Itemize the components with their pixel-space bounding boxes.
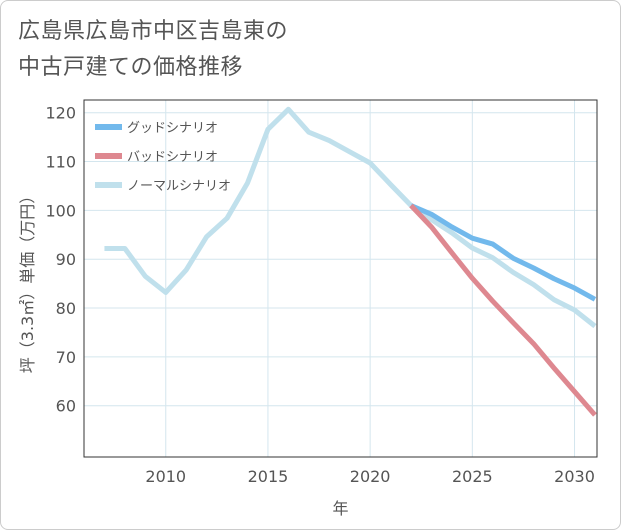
y-tick-label: 60 xyxy=(56,397,76,416)
chart-title: 広島県広島市中区吉島東の 中古戸建ての価格推移 xyxy=(18,14,288,86)
y-tick-label: 90 xyxy=(56,250,76,269)
y-tick-label: 80 xyxy=(56,299,76,318)
plot-frame xyxy=(83,99,598,458)
series-lines xyxy=(104,106,597,417)
series-line-normal-scenario xyxy=(104,106,597,329)
y-tick-labels: 60 70 80 90 100 110 120 xyxy=(45,104,76,416)
y-tick-label: 70 xyxy=(56,348,76,367)
series-line-bad-scenario xyxy=(409,203,597,417)
x-tick-label: 2030 xyxy=(554,467,595,486)
legend-label-normal-scenario: ノーマルシナリオ xyxy=(127,179,231,194)
series-line-good-scenario xyxy=(410,203,597,302)
x-tick-label: 2025 xyxy=(452,467,493,486)
y-tick-label: 110 xyxy=(45,153,76,172)
x-axis-label: 年 xyxy=(332,499,348,518)
y-tick-label: 100 xyxy=(45,201,76,220)
legend-label-bad-scenario: バッドシナリオ xyxy=(127,150,218,165)
x-tick-label: 2010 xyxy=(145,467,186,486)
y-tick-label: 120 xyxy=(45,104,76,123)
chart-title-line-1: 広島県広島市中区吉島東の xyxy=(18,19,289,44)
legend-label-good-scenario: グッドシナリオ xyxy=(127,121,218,136)
x-tick-label: 2015 xyxy=(248,467,289,486)
x-tick-label: 2020 xyxy=(350,467,391,486)
x-tick-labels: 2010 2015 2020 2025 2030 xyxy=(145,467,594,486)
chart-title-line-2: 中古戸建ての価格推移 xyxy=(18,55,244,80)
y-axis-label: 坪（3.3㎡）単価（万円） xyxy=(18,188,37,373)
